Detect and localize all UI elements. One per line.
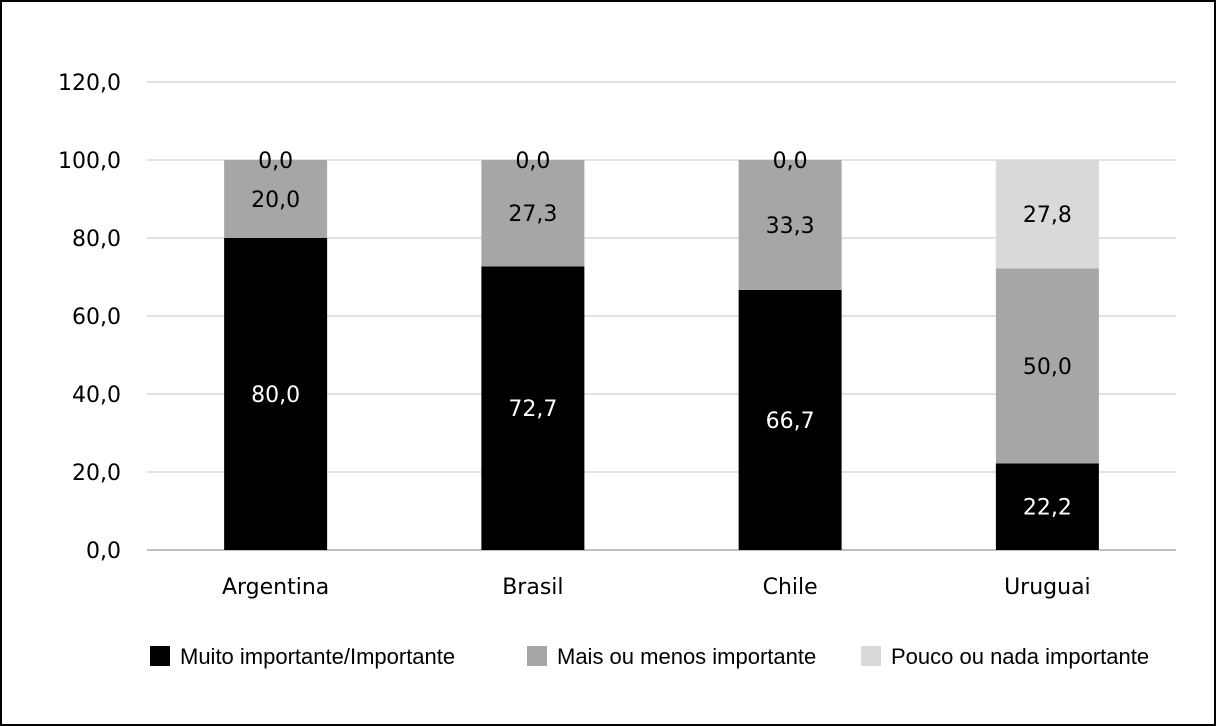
data-label: 27,3 xyxy=(508,202,557,227)
x-category-label: Uruguai xyxy=(1004,575,1091,600)
data-label: 0,0 xyxy=(515,149,550,174)
y-tick-label: 100,0 xyxy=(58,149,121,174)
data-label: 80,0 xyxy=(251,383,300,408)
legend-label: Muito importante/Importante xyxy=(180,644,455,669)
x-category-label: Chile xyxy=(763,575,818,600)
y-tick-label: 120,0 xyxy=(58,71,121,96)
data-label: 66,7 xyxy=(766,409,815,434)
data-label: 27,8 xyxy=(1023,203,1072,228)
legend-label: Mais ou menos importante xyxy=(557,644,816,669)
data-label: 0,0 xyxy=(773,149,808,174)
legend-swatch xyxy=(861,646,881,666)
y-tick-label: 80,0 xyxy=(72,227,121,252)
x-axis: Argentina Brasil Chile Uruguai xyxy=(222,575,1091,600)
bars: 80,0 20,0 0,0 72,7 27,3 0,0 66,7 33,3 0,0 22,2 50,… xyxy=(224,149,1099,550)
bar-segment xyxy=(995,268,1099,464)
data-label: 0,0 xyxy=(258,149,293,174)
x-category-label: Brasil xyxy=(502,575,563,600)
y-tick-label: 60,0 xyxy=(72,305,121,330)
data-label: 33,3 xyxy=(766,214,815,239)
y-tick-label: 20,0 xyxy=(72,461,121,486)
x-category-label: Argentina xyxy=(222,575,329,600)
bar-segment xyxy=(224,160,328,238)
bar-segment xyxy=(995,160,1099,269)
data-label: 20,0 xyxy=(251,188,300,213)
bar-segment xyxy=(738,160,842,290)
y-tick-label: 0,0 xyxy=(86,539,121,564)
bar-segment xyxy=(224,238,328,550)
bar-segment xyxy=(995,463,1099,550)
legend-swatch xyxy=(527,646,547,666)
y-tick-label: 40,0 xyxy=(72,383,121,408)
bar-segment xyxy=(481,266,585,550)
data-label: 50,0 xyxy=(1023,355,1072,380)
y-axis: 0,0 20,0 40,0 60,0 80,0 100,0 120,0 xyxy=(58,71,121,564)
bar-segment xyxy=(738,289,842,550)
data-label: 22,2 xyxy=(1023,496,1072,521)
legend-swatch xyxy=(150,646,170,666)
bar-segment xyxy=(481,160,585,267)
legend-label: Pouco ou nada importante xyxy=(891,644,1149,669)
data-label: 72,7 xyxy=(508,397,557,422)
legend: Muito importante/Importante Mais ou menos… xyxy=(150,644,1149,669)
